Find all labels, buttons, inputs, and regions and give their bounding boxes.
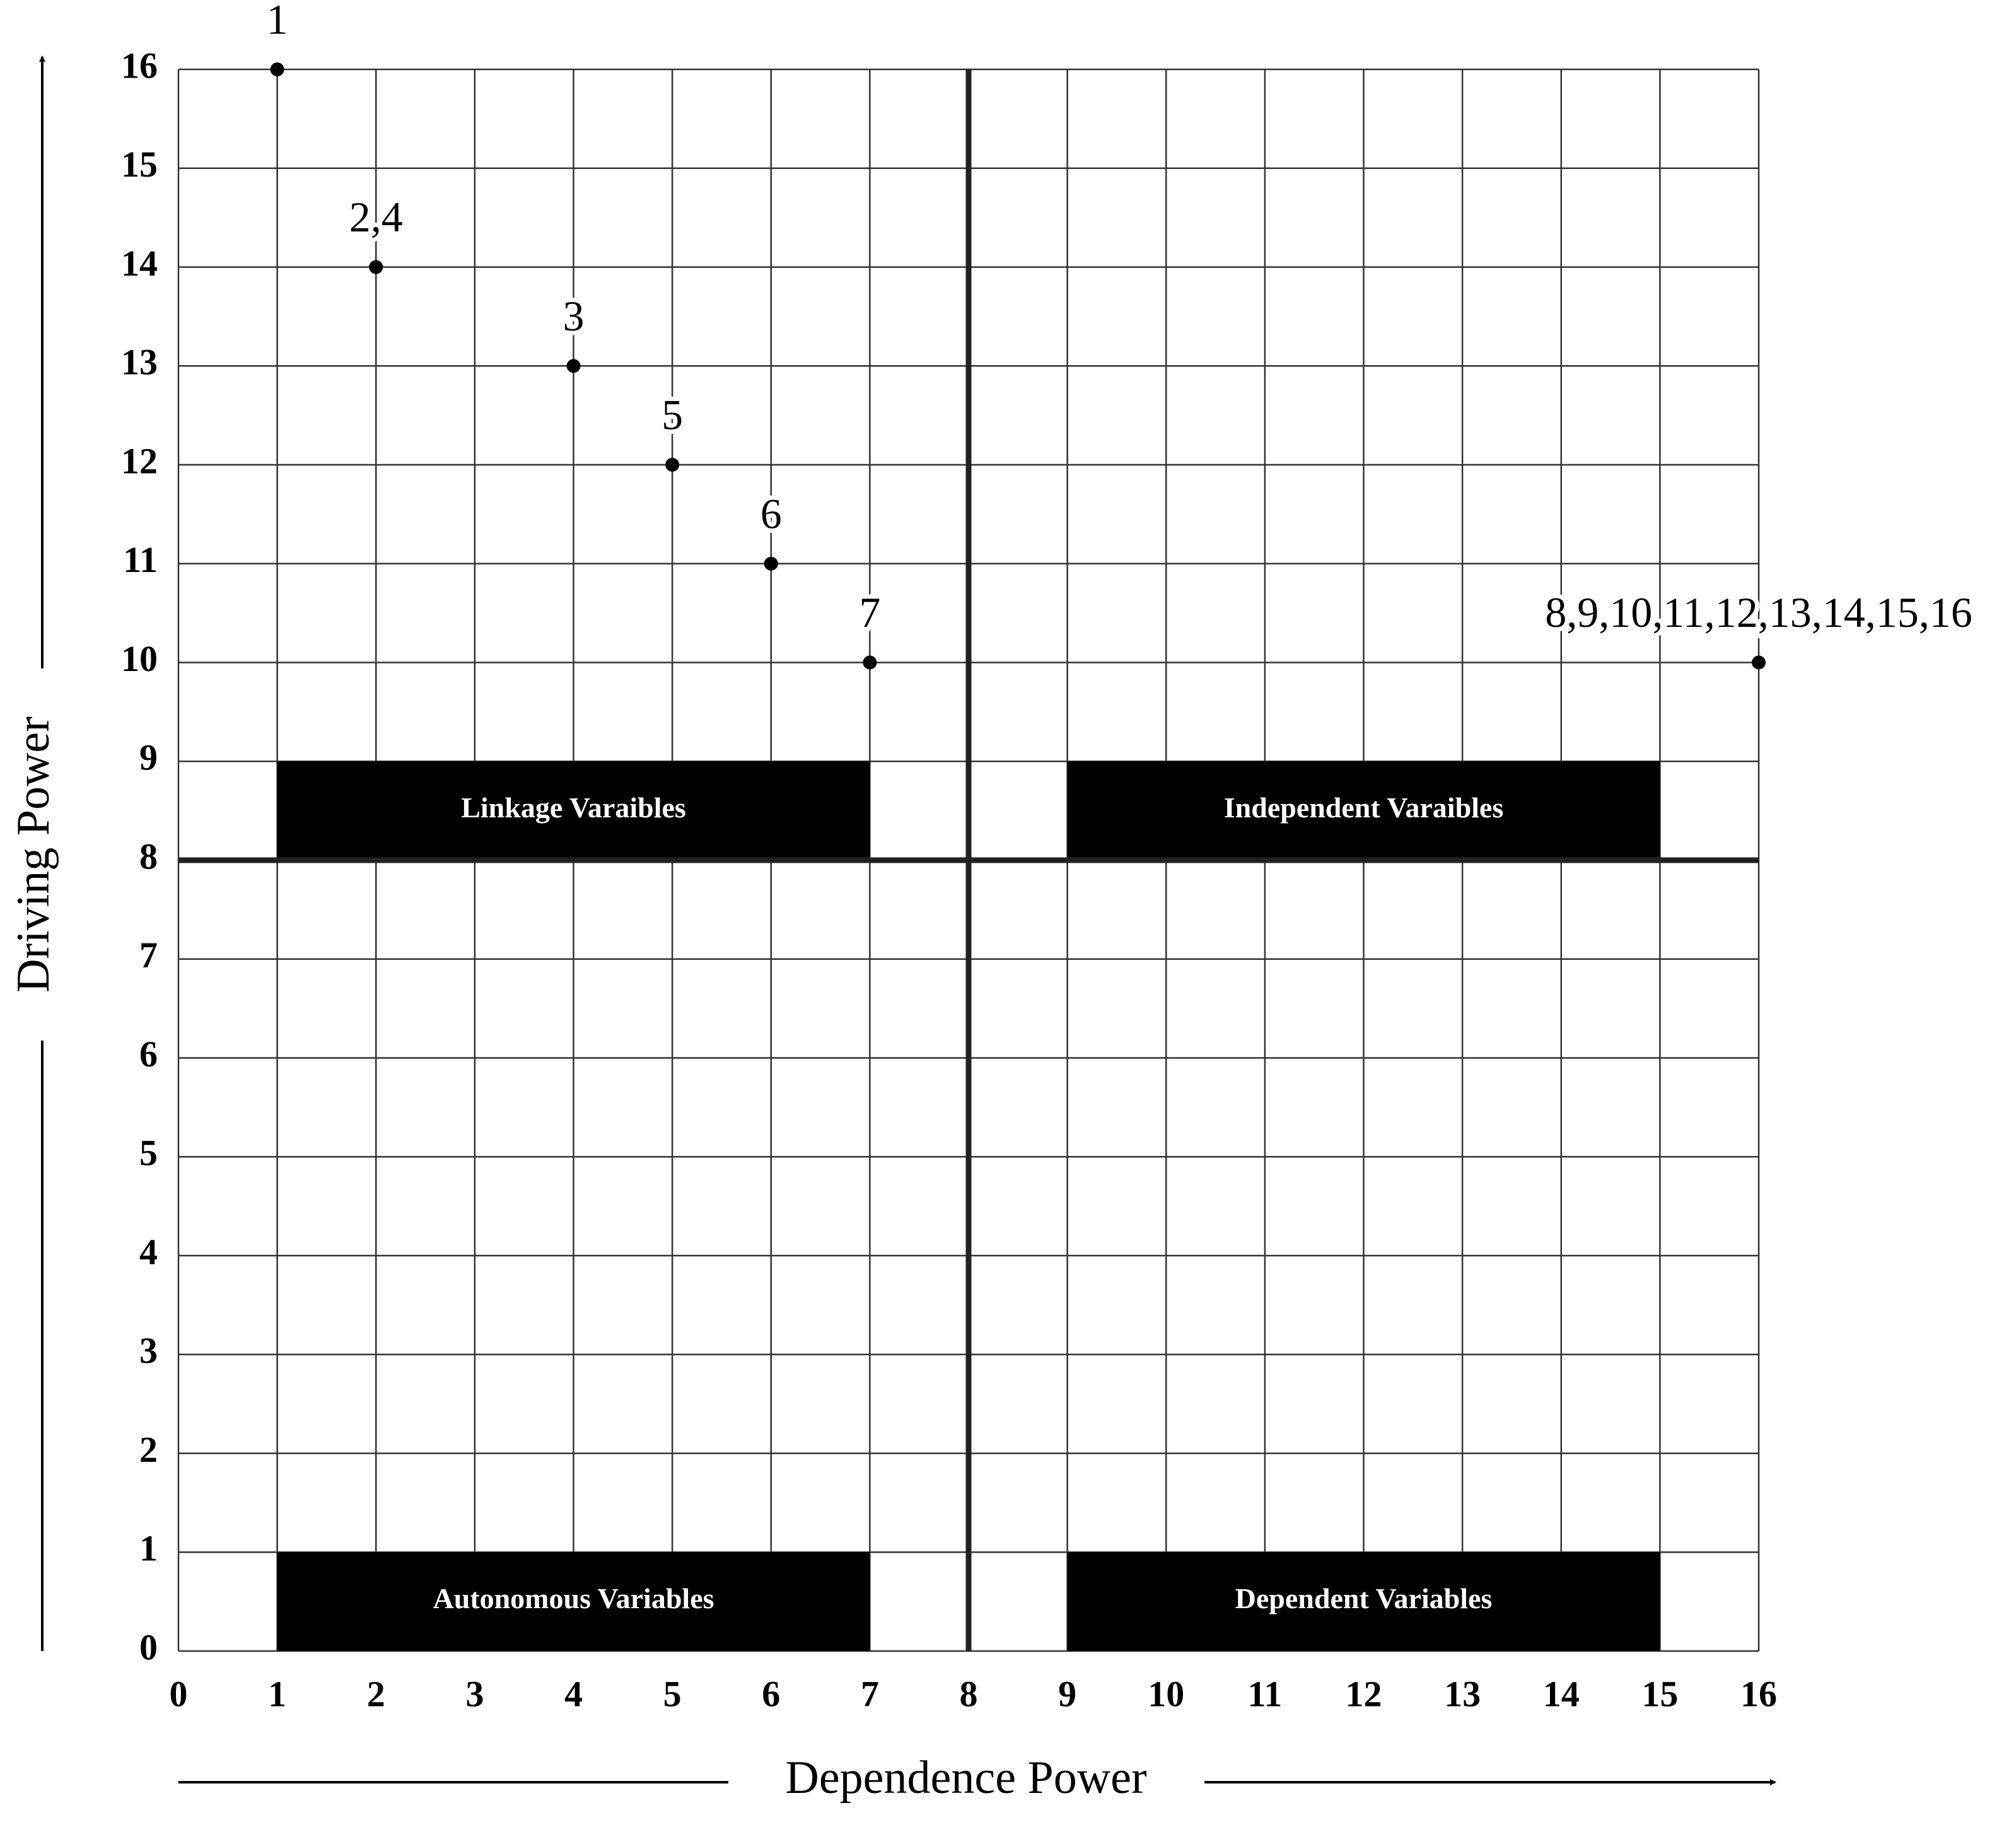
x-axis-title: Dependence Power — [785, 1752, 1146, 1804]
point — [369, 260, 383, 274]
axis-arrows — [39, 55, 1776, 1785]
y-tick-label: 6 — [139, 1034, 158, 1075]
point-label: 3 — [563, 292, 585, 340]
x-tick-label: 14 — [1543, 1673, 1580, 1714]
y-tick-label: 11 — [123, 539, 158, 580]
y-tick-label: 3 — [139, 1330, 158, 1371]
point — [270, 62, 284, 76]
x-tick-label: 13 — [1444, 1673, 1481, 1714]
region-label: Linkage Varaibles — [461, 791, 686, 824]
y-tick-label: 7 — [139, 935, 158, 976]
region-label: Dependent Variables — [1235, 1582, 1493, 1614]
x-tick-label: 3 — [465, 1673, 484, 1714]
x-tick-label: 6 — [762, 1673, 780, 1714]
point-label: 7 — [859, 588, 880, 636]
region-label: Independent Varaibles — [1224, 791, 1504, 824]
y-tick-label: 9 — [139, 737, 158, 778]
x-tick-label: 9 — [1058, 1673, 1076, 1714]
x-tick-label: 5 — [663, 1673, 682, 1714]
point — [863, 655, 877, 670]
point — [566, 359, 581, 373]
y-tick-label: 16 — [121, 45, 158, 86]
y-tick-label: 12 — [121, 440, 158, 481]
x-tick-label: 4 — [564, 1673, 583, 1714]
y-tick-label: 14 — [121, 243, 158, 284]
point — [764, 556, 778, 571]
x-tick-label: 8 — [960, 1673, 978, 1714]
y-tick-label: 0 — [139, 1626, 158, 1667]
region-box — [277, 1552, 870, 1651]
y-tick-label: 13 — [121, 342, 158, 383]
point-label: 1 — [267, 0, 288, 44]
x-tick-label: 12 — [1346, 1673, 1382, 1714]
y-tick-label: 2 — [139, 1429, 158, 1470]
x-tick-label: 11 — [1247, 1673, 1282, 1714]
point-label: 2,4 — [349, 193, 403, 241]
y-tick-label: 5 — [139, 1133, 158, 1174]
x-tick-label: 10 — [1148, 1673, 1184, 1714]
y-tick-label: 4 — [139, 1231, 158, 1272]
y-tick-label: 15 — [121, 144, 158, 185]
point — [665, 458, 680, 472]
region-box — [1067, 1552, 1660, 1651]
region-label: Autonomous Variables — [433, 1582, 714, 1614]
x-tick-label: 7 — [861, 1673, 879, 1714]
y-tick-label: 8 — [139, 836, 158, 877]
point-label: 6 — [760, 489, 782, 537]
x-tick-label: 2 — [367, 1673, 385, 1714]
x-tick-label: 0 — [170, 1673, 188, 1714]
region-box — [277, 761, 870, 860]
region-box — [1067, 761, 1660, 860]
y-axis-title: Driving Power — [8, 716, 59, 993]
y-tick-label: 1 — [139, 1528, 158, 1569]
x-tick-label: 16 — [1740, 1673, 1777, 1714]
point-label: 8,9,10,11,12,13,14,15,16 — [1545, 588, 1972, 636]
x-tick-label: 15 — [1641, 1673, 1678, 1714]
point-label: 5 — [661, 391, 683, 439]
x-tick-label: 1 — [268, 1673, 286, 1714]
point — [1752, 655, 1766, 670]
y-tick-label: 10 — [121, 638, 158, 679]
